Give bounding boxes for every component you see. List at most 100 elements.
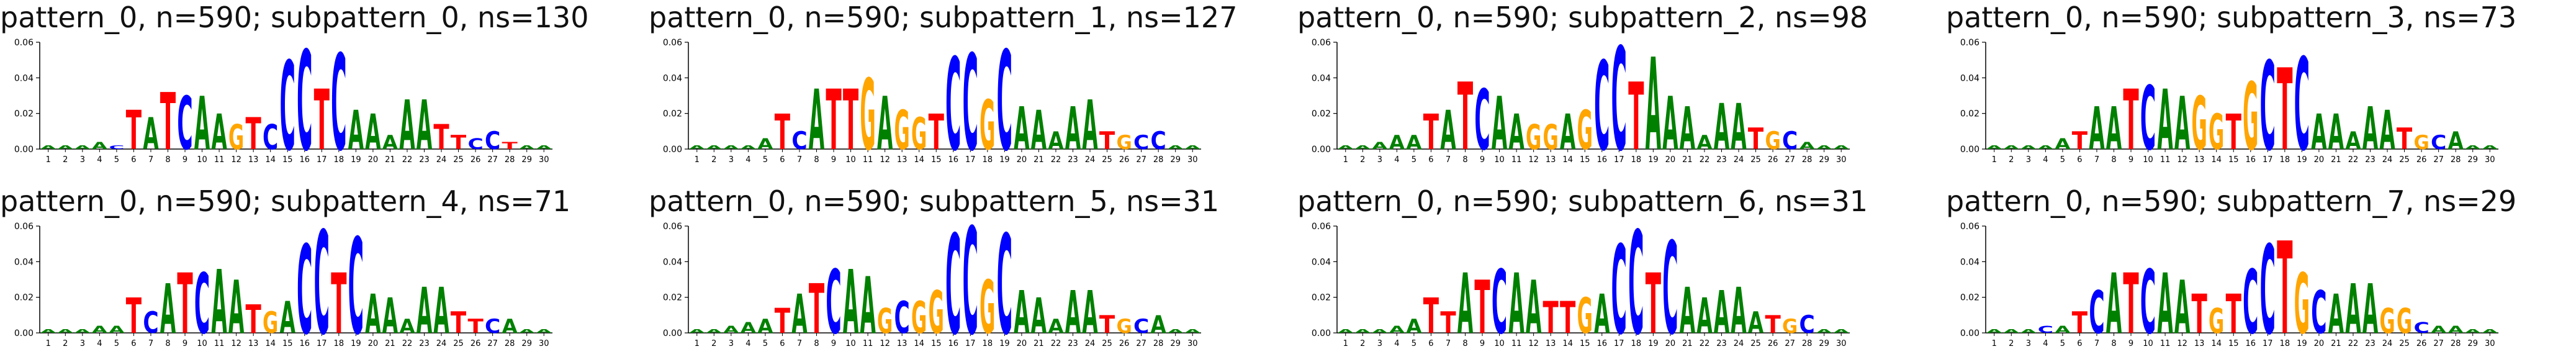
x-tick-label: 1 [1343, 155, 1348, 165]
logo-letter-A: A [1986, 329, 2002, 334]
x-tick-label: 20 [1665, 339, 1676, 348]
x-tick-label: 18 [334, 339, 345, 348]
logo-letter-glyph: G [2192, 81, 2207, 166]
x-tick-label: 17 [317, 339, 327, 348]
logo-letter-glyph: G [1765, 126, 1780, 155]
logo-letter-glyph: A [1834, 329, 1849, 334]
logo-letter-C: C [194, 256, 210, 353]
logo-letter-A: A [1834, 329, 1849, 334]
logo-letter-glyph: A [160, 269, 176, 349]
logo-letter-A: A [1508, 256, 1524, 353]
logo-letter-C: C [2140, 67, 2156, 170]
logo-letter-A: A [92, 324, 108, 335]
logo-letter-A: A [1696, 131, 1712, 153]
logo-letter-T: T [1474, 265, 1490, 350]
logo-letter-A: A [706, 329, 722, 334]
logo-letter-glyph: A [706, 329, 722, 334]
logo-letter-glyph: A [1372, 329, 1387, 334]
logo-letter-glyph: G [263, 306, 278, 340]
y-tick-label: 0.04 [1960, 257, 1979, 267]
logo-letter-A: A [1714, 279, 1729, 347]
logo-letter-glyph: A [1508, 104, 1524, 161]
logo-letter-A: A [1389, 324, 1405, 335]
y-tick-label: 0.02 [1312, 293, 1331, 303]
x-tick-label: 30 [1187, 155, 1198, 165]
x-tick-label: 9 [182, 155, 187, 165]
logo-letter-glyph: T [1440, 306, 1456, 340]
logo-panel-0: pattern_0, n=590; subpattern_0, ns=130 0… [0, 0, 621, 182]
logo-letter-C: C [1492, 251, 1507, 353]
logo-letter-glyph: A [1594, 283, 1610, 346]
logo-letter-glyph: T [929, 104, 944, 161]
logo-letter-T: T [451, 131, 467, 153]
x-tick-label: 23 [1068, 155, 1078, 165]
logo-letter-A: A [809, 73, 824, 169]
x-tick-label: 24 [1085, 155, 1096, 165]
x-tick-label: 25 [1102, 339, 1112, 348]
logo-letter-glyph: C [1799, 310, 1815, 338]
logo-letter-glyph: A [1748, 306, 1764, 340]
x-tick-label: 25 [2399, 155, 2410, 165]
logo-letter-A: A [2482, 145, 2498, 150]
logo-letter-C: C [963, 27, 978, 181]
logo-letter-C: C [348, 211, 364, 354]
logo-letter-A: A [877, 81, 893, 166]
logo-letter-C: C [263, 118, 278, 158]
logo-letter-glyph: A [1440, 99, 1456, 162]
logo-letter-glyph: C [109, 145, 124, 150]
logo-letter-A: A [1014, 95, 1029, 163]
x-tick-label: 26 [1119, 155, 1130, 165]
logo-letter-A: A [1151, 310, 1166, 338]
x-tick-label: 16 [948, 155, 958, 165]
logo-letter-glyph: A [689, 145, 705, 150]
logo-letter-glyph: C [1611, 219, 1627, 354]
logo-letter-glyph: C [791, 126, 807, 155]
logo-letter-A: A [143, 109, 158, 160]
x-tick-label: 24 [1734, 155, 1744, 165]
x-tick-label: 29 [1170, 339, 1181, 348]
x-tick-label: 2 [1360, 155, 1365, 165]
logo-letter-glyph: A [2004, 329, 2019, 334]
logo-letter-G: G [894, 99, 910, 162]
x-tick-label: 24 [436, 339, 447, 348]
x-tick-label: 4 [2043, 339, 2048, 348]
logo-letter-glyph: G [860, 60, 875, 173]
x-tick-label: 29 [521, 155, 532, 165]
x-tick-label: 2 [2009, 155, 2014, 165]
logo-letter-A: A [1834, 145, 1849, 150]
logo-letter-C: C [894, 293, 910, 344]
x-tick-label: 23 [1716, 155, 1727, 165]
logo-letter-A: A [723, 145, 739, 150]
logo-letter-G: G [1116, 315, 1132, 337]
x-tick-label: 14 [265, 155, 276, 165]
y-tick-label: 0.06 [1312, 222, 1331, 232]
logo-letter-glyph: G [980, 265, 995, 350]
logo-letter-C: C [945, 32, 961, 179]
logo-letter-A: A [74, 329, 90, 334]
x-tick-label: 7 [148, 339, 153, 348]
logo-letter-C: C [143, 306, 158, 340]
logo-letter-C: C [485, 315, 500, 337]
logo-letter-glyph: A [741, 145, 756, 150]
logo-letter-glyph: G [929, 279, 944, 347]
logo-letter-glyph: A [1355, 329, 1371, 334]
y-tick-label: 0.00 [1960, 329, 1979, 338]
x-tick-label: 5 [1412, 339, 1416, 348]
x-tick-label: 1 [46, 339, 51, 348]
x-tick-label: 19 [1648, 155, 1659, 165]
x-tick-label: 2 [711, 155, 716, 165]
logo-letter-A: A [1594, 283, 1610, 346]
logo-letter-glyph: T [2192, 283, 2207, 346]
logo-panel-7: pattern_0, n=590; subpattern_7, ns=29 0.… [1946, 184, 2567, 354]
x-tick-label: 16 [2245, 339, 2256, 348]
logo-letter-A: A [1731, 90, 1746, 164]
logo-letter-A: A [382, 288, 398, 345]
x-tick-label: 11 [863, 339, 873, 348]
x-tick-label: 1 [1992, 339, 1997, 348]
x-tick-label: 14 [2211, 155, 2222, 165]
x-tick-label: 14 [2211, 339, 2222, 348]
logo-letter-A: A [1508, 104, 1524, 161]
logo-letter-glyph: A [1031, 99, 1047, 162]
logo-letter-glyph: C [2089, 279, 2104, 347]
